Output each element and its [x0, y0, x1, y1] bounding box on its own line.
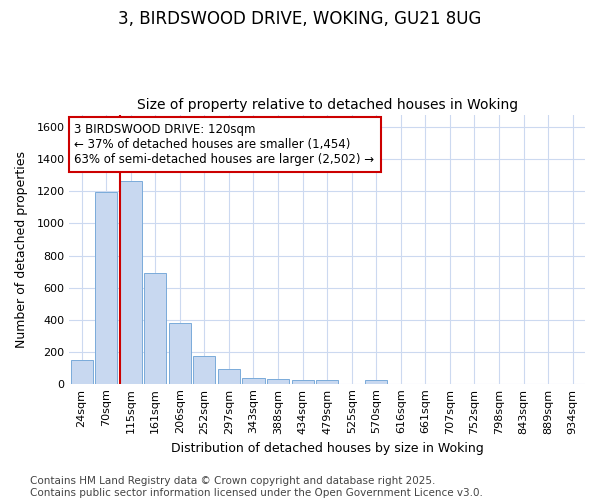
Bar [119, 181, 142, 384]
Bar [95, 192, 117, 384]
Bar [169, 323, 191, 384]
Bar [144, 273, 166, 384]
Bar [292, 380, 314, 384]
Text: 3 BIRDSWOOD DRIVE: 120sqm
← 37% of detached houses are smaller (1,454)
63% of se: 3 BIRDSWOOD DRIVE: 120sqm ← 37% of detac… [74, 122, 374, 166]
Text: 3, BIRDSWOOD DRIVE, WOKING, GU21 8UG: 3, BIRDSWOOD DRIVE, WOKING, GU21 8UG [118, 10, 482, 28]
Bar [365, 380, 388, 384]
Bar [267, 380, 289, 384]
Bar [316, 380, 338, 384]
Bar [218, 369, 240, 384]
Title: Size of property relative to detached houses in Woking: Size of property relative to detached ho… [137, 98, 518, 112]
Text: Contains HM Land Registry data © Crown copyright and database right 2025.
Contai: Contains HM Land Registry data © Crown c… [30, 476, 483, 498]
Bar [193, 356, 215, 384]
X-axis label: Distribution of detached houses by size in Woking: Distribution of detached houses by size … [171, 442, 484, 455]
Bar [242, 378, 265, 384]
Y-axis label: Number of detached properties: Number of detached properties [15, 150, 28, 348]
Bar [71, 360, 92, 384]
